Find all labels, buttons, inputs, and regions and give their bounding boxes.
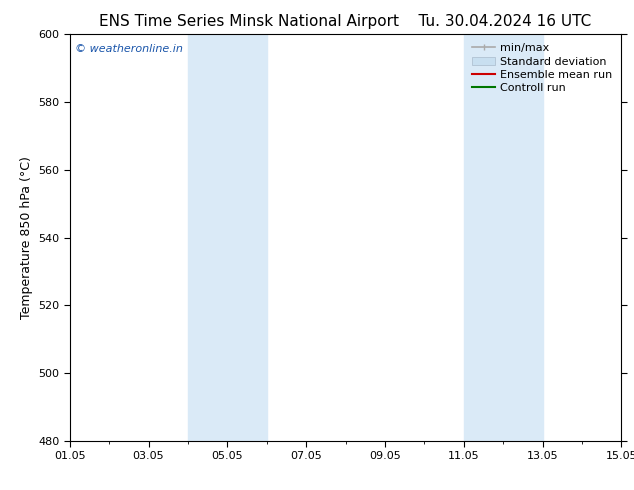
Text: © weatheronline.in: © weatheronline.in — [75, 45, 183, 54]
Bar — [188, 34, 267, 441]
Legend: min/max, Standard deviation, Ensemble mean run, Controll run: min/max, Standard deviation, Ensemble me… — [469, 40, 616, 97]
Y-axis label: Temperature 850 hPa (°C): Temperature 850 hPa (°C) — [20, 156, 32, 319]
Title: ENS Time Series Minsk National Airport    Tu. 30.04.2024 16 UTC: ENS Time Series Minsk National Airport T… — [100, 14, 592, 29]
Bar — [463, 34, 543, 441]
